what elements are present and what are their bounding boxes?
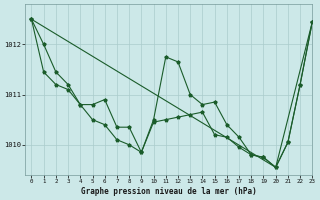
X-axis label: Graphe pression niveau de la mer (hPa): Graphe pression niveau de la mer (hPa) <box>81 187 257 196</box>
